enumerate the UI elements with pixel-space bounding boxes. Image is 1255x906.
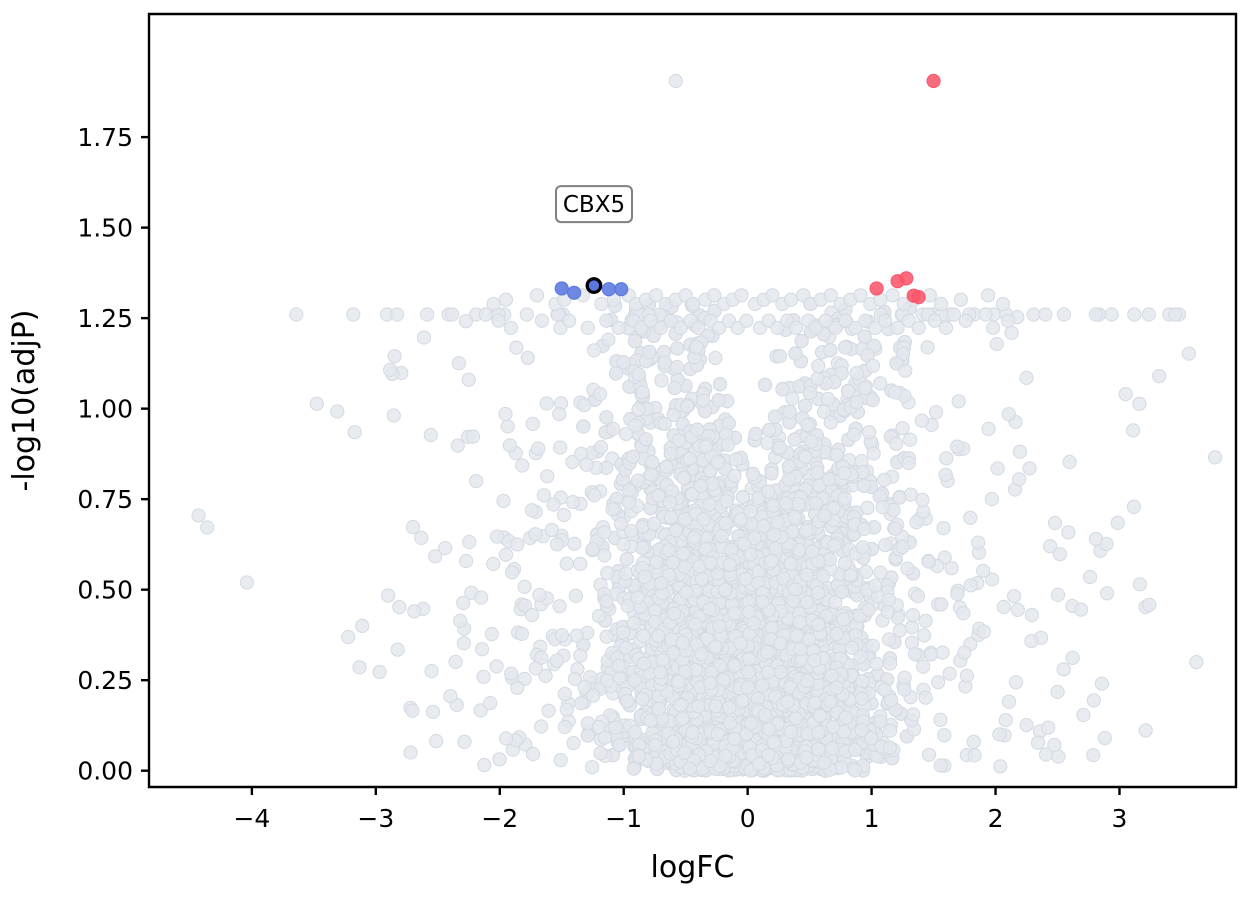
x-tick-label: −4 <box>233 804 270 833</box>
y-axis-title: -log10(adjP) <box>7 310 42 492</box>
y-tick-label: 0.00 <box>77 757 133 786</box>
annotation-box <box>555 185 633 224</box>
x-axis-title: logFC <box>651 850 735 885</box>
x-tick-label: 3 <box>1112 804 1128 833</box>
gene-annotation-cbx5: CBX5 <box>555 185 633 224</box>
downregulated-point <box>554 281 569 296</box>
upregulated-point <box>911 290 926 305</box>
upregulated-point <box>869 281 884 296</box>
upregulated-point <box>899 271 914 286</box>
y-tick-label: 0.50 <box>77 576 133 605</box>
scatter-points-layer <box>191 73 1223 778</box>
y-tick-label: 0.25 <box>77 666 133 695</box>
y-tick-label: 1.75 <box>77 123 133 152</box>
nonsignificant-points <box>191 73 1223 778</box>
axes-frame <box>147 12 1238 789</box>
x-tick-label: 1 <box>864 804 880 833</box>
x-tick-label: −3 <box>357 804 394 833</box>
y-tick-label: 1.25 <box>77 304 133 333</box>
downregulated-points <box>554 277 629 300</box>
y-tick-label: 0.75 <box>77 485 133 514</box>
downregulated-point <box>601 282 616 297</box>
downregulated-point <box>614 282 629 297</box>
highlighted-gene-point <box>585 277 603 294</box>
x-tick-label: −1 <box>605 804 642 833</box>
upregulated-points <box>869 73 941 305</box>
axis-ticks: −4 −3 −2 −1 0 1 2 3 0.00 0.25 0.50 0.75 1.00 1.25 1.50… <box>77 123 1127 833</box>
x-tick-label: −2 <box>481 804 518 833</box>
y-tick-label: 1.50 <box>77 214 133 243</box>
downregulated-point <box>567 285 582 300</box>
y-tick-label: 1.00 <box>77 395 133 424</box>
x-tick-label: 0 <box>740 804 756 833</box>
annotation-label: CBX5 <box>563 192 625 218</box>
upregulated-point <box>926 73 941 89</box>
x-tick-label: 2 <box>988 804 1004 833</box>
